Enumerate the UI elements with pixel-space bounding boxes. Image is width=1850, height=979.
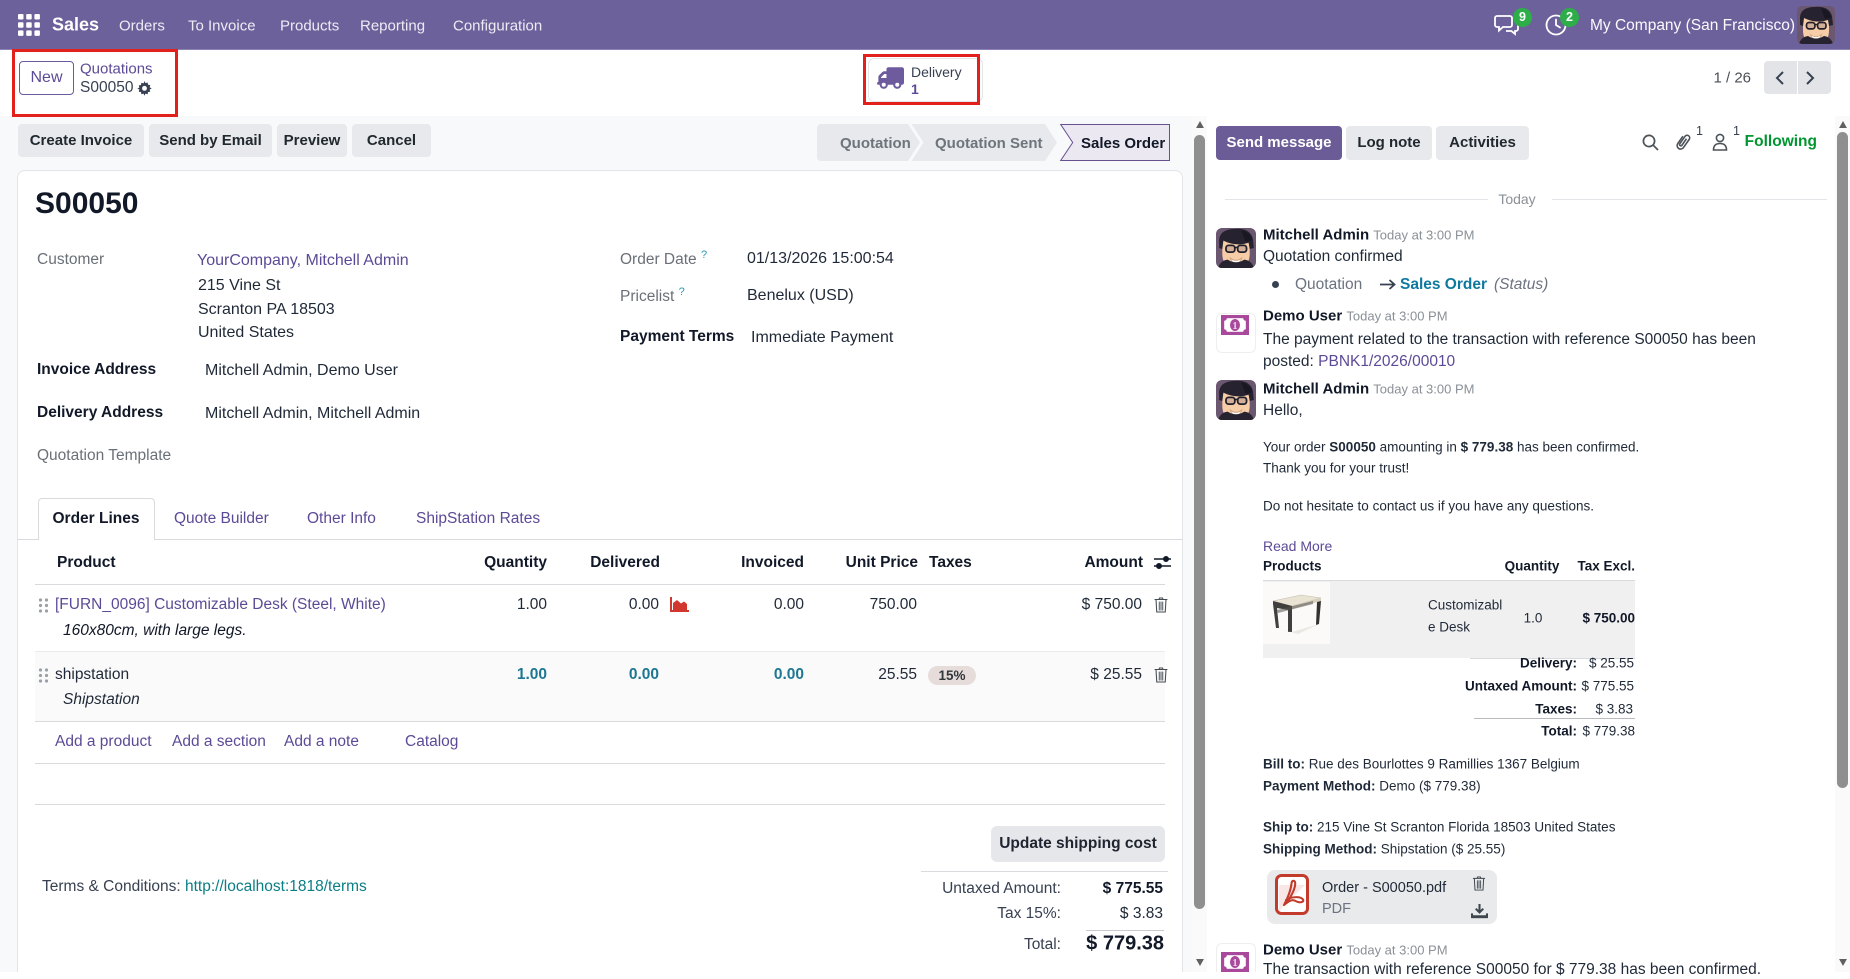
svg-text:Quotation Sent: Quotation Sent xyxy=(935,135,1043,152)
svg-text:1: 1 xyxy=(1232,958,1237,969)
svg-text:1: 1 xyxy=(1232,321,1237,332)
svg-text:Sales Order: Sales Order xyxy=(1081,135,1165,152)
svg-text:Quotation: Quotation xyxy=(840,135,911,152)
